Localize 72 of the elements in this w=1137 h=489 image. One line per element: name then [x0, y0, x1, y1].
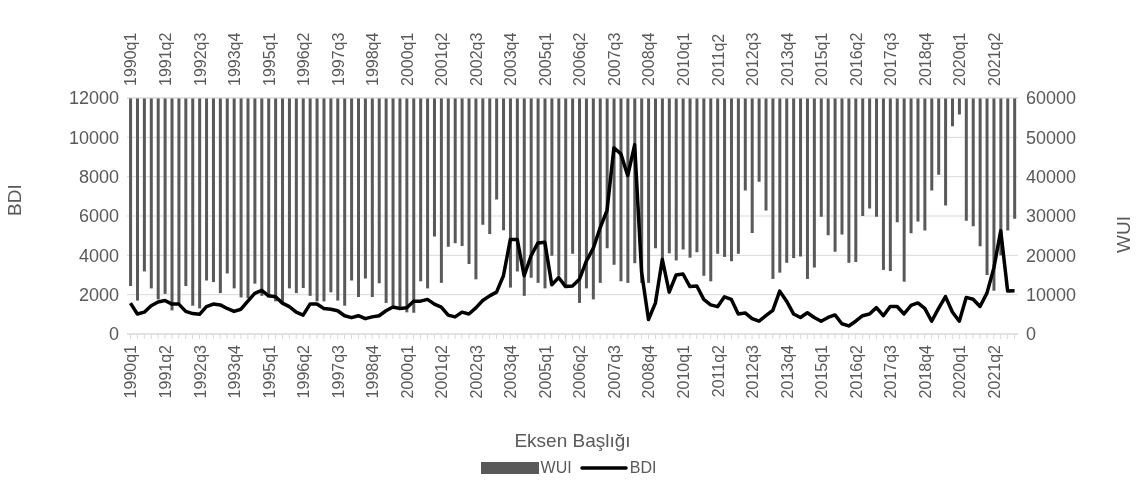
- y2-tick-label: 40000: [1026, 167, 1077, 188]
- x-tick-label: 2008q4: [639, 344, 657, 399]
- y-tick-label: 8000: [78, 167, 119, 188]
- category-label: 2003q4: [501, 32, 519, 86]
- x-tick-label: 2010q1: [674, 344, 692, 399]
- x-tick-label: 1997q3: [329, 344, 347, 399]
- category-label: 1991q2: [156, 32, 174, 86]
- x-tick-label: 2016q2: [847, 344, 865, 399]
- x-tick-label: 2018q4: [916, 344, 934, 399]
- x-tick-label: 1995q1: [260, 344, 278, 399]
- x-tick-label: 2017q3: [881, 344, 899, 399]
- x-tick-label: 2001q2: [432, 344, 450, 399]
- category-label: 2018q4: [916, 32, 934, 86]
- y-tick-label: 10000: [68, 127, 119, 148]
- x-tick-label: 1991q2: [156, 344, 174, 399]
- y2-tick-label: 50000: [1026, 127, 1077, 148]
- category-label: 2005q1: [536, 32, 554, 86]
- x-tick-label: 1993q4: [225, 344, 243, 399]
- category-label: 1995q1: [260, 32, 278, 86]
- y-tick-label: 4000: [78, 245, 119, 266]
- category-label: 2010q1: [674, 32, 692, 86]
- x-tick-label: 1996q2: [294, 344, 312, 399]
- x-tick-label: 1990q1: [121, 344, 139, 399]
- x-tick-label: 2020q1: [950, 344, 968, 399]
- category-label: 2002q3: [467, 32, 485, 86]
- category-label: 2011q2: [709, 33, 727, 86]
- category-label: 2017q3: [881, 32, 899, 86]
- category-label: 2015q1: [812, 32, 830, 86]
- x-axis-title: Eksen Başlığı: [514, 430, 631, 451]
- y2-tick-label: 20000: [1026, 245, 1077, 266]
- y-axis-title: BDI: [3, 184, 25, 216]
- category-label: 2000q1: [398, 32, 416, 86]
- x-tick-label: 1998q4: [363, 344, 381, 399]
- y2-tick-label: 30000: [1026, 206, 1077, 227]
- category-label: 2001q2: [432, 32, 450, 86]
- category-label: 2013q4: [778, 32, 796, 86]
- category-label: 1993q4: [225, 32, 243, 86]
- line-series: [128, 143, 1017, 328]
- category-label: 1992q3: [191, 32, 209, 86]
- y2-tick-label: 0: [1026, 324, 1037, 345]
- y-tick-label: 2000: [78, 285, 119, 306]
- x-tick-label: 2013q4: [778, 344, 796, 399]
- category-label: 2007q3: [605, 32, 623, 86]
- category-label: 2008q4: [639, 32, 657, 86]
- x-tick-label: 2012q3: [743, 344, 761, 399]
- y2-axis-title: WUI: [1112, 216, 1134, 253]
- x-tick-label: 2002q3: [467, 344, 485, 399]
- y2-tick-label: 60000: [1026, 88, 1077, 109]
- category-label: 2021q2: [985, 32, 1003, 86]
- y-tick-label: 0: [108, 324, 119, 345]
- category-label: 2020q1: [950, 32, 968, 86]
- category-label: 1990q1: [121, 32, 139, 86]
- x-tick-label: 2021q2: [985, 344, 1003, 399]
- category-label: 2016q2: [847, 32, 865, 86]
- x-tick-label: 2003q4: [501, 344, 519, 399]
- y-tick-label: 6000: [78, 206, 119, 227]
- y2-tick-label: 10000: [1026, 285, 1077, 306]
- legend-label: WUI: [540, 459, 572, 477]
- category-label: 1997q3: [329, 32, 347, 86]
- x-tick-label: 2005q1: [536, 344, 554, 399]
- x-tick-label: 2006q2: [570, 344, 588, 399]
- category-label: 2012q3: [743, 32, 761, 86]
- category-label: 1998q4: [363, 32, 381, 86]
- legend-label: BDI: [629, 459, 657, 477]
- category-label: 1996q2: [294, 32, 312, 86]
- x-tick-label: 1992q3: [191, 344, 209, 399]
- y-tick-label: 12000: [68, 88, 119, 109]
- x-tick-label: 2011q2: [709, 344, 727, 398]
- x-tick-label: 2015q1: [812, 344, 830, 399]
- category-label: 2006q2: [570, 32, 588, 86]
- x-tick-label: 2000q1: [398, 344, 416, 399]
- x-tick-label: 2007q3: [605, 344, 623, 399]
